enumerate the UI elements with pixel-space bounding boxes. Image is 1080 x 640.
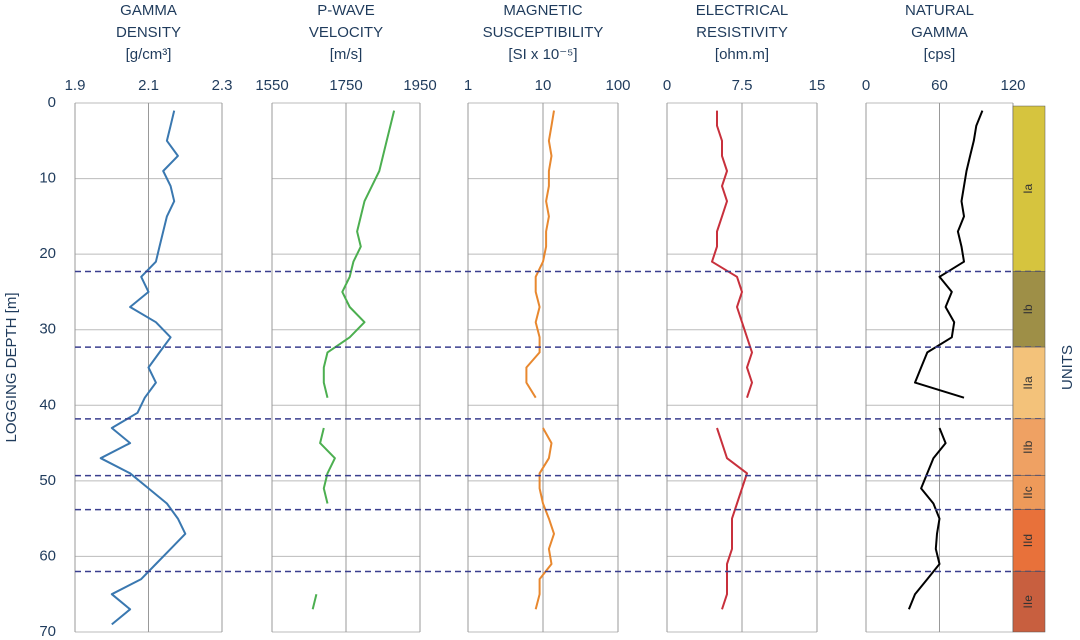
x-tick-label: 1550 xyxy=(255,77,288,94)
panel-title: SUSCEPTIBILITY xyxy=(483,24,604,41)
units-label: UNITS xyxy=(1059,345,1076,390)
zone-label: IIc xyxy=(1021,486,1035,499)
x-tick-label: 1.9 xyxy=(65,77,86,94)
zone-label: IIe xyxy=(1021,595,1035,609)
x-tick-label: 10 xyxy=(535,77,552,94)
unit-zone xyxy=(1012,271,1046,348)
panel-title: NATURAL xyxy=(905,2,974,19)
x-tick-label: 7.5 xyxy=(732,77,753,94)
panel-title: ELECTRICAL xyxy=(696,2,789,19)
x-tick-label: 0 xyxy=(862,77,870,94)
zone-label: IId xyxy=(1021,534,1035,547)
unit-zone xyxy=(1012,105,1046,272)
panel-unit: [m/s] xyxy=(330,46,363,63)
y-tick-label: 0 xyxy=(48,94,56,111)
unit-zone xyxy=(1012,571,1046,633)
log-curve xyxy=(907,110,984,610)
panel-title: RESISTIVITY xyxy=(696,24,788,41)
x-tick-label: 60 xyxy=(931,77,948,94)
zone-label: IIa xyxy=(1021,376,1035,390)
y-tick-label: 10 xyxy=(39,170,56,187)
log-curve xyxy=(311,110,396,610)
y-tick-label: 20 xyxy=(39,245,56,262)
unit-zone xyxy=(1012,509,1046,572)
zone-label: Ib xyxy=(1021,304,1035,314)
panel-unit: [SI x 10⁻⁵] xyxy=(508,46,577,63)
log-curve xyxy=(711,110,753,610)
y-tick-label: 60 xyxy=(39,547,56,564)
x-tick-label: 120 xyxy=(1000,77,1025,94)
panel-unit: [cps] xyxy=(924,46,956,63)
panel-title: GAMMA xyxy=(911,24,968,41)
y-tick-label: 40 xyxy=(39,396,56,413)
panel-unit: [ohm.m] xyxy=(715,46,769,63)
panel-title: P-WAVE xyxy=(317,2,375,19)
y-axis-label: LOGGING DEPTH [m] xyxy=(3,292,20,442)
panel-unit: [g/cm³] xyxy=(126,46,172,63)
x-tick-label: 100 xyxy=(605,77,630,94)
log-curve xyxy=(99,110,187,626)
x-tick-label: 1 xyxy=(464,77,472,94)
x-tick-label: 1750 xyxy=(329,77,362,94)
zone-label: IIb xyxy=(1021,440,1035,454)
panel-title: GAMMA xyxy=(120,2,177,19)
y-tick-label: 70 xyxy=(39,623,56,640)
x-tick-label: 2.3 xyxy=(212,77,233,94)
unit-zone xyxy=(1012,475,1046,510)
panel-title: MAGNETIC xyxy=(503,2,582,19)
y-tick-label: 50 xyxy=(39,472,56,489)
zone-label: Ia xyxy=(1021,183,1035,193)
y-tick-label: 30 xyxy=(39,321,56,338)
log-curve xyxy=(525,110,555,610)
panel-title: DENSITY xyxy=(116,24,181,41)
unit-zone xyxy=(1012,418,1046,476)
panel-title: VELOCITY xyxy=(309,24,383,41)
x-tick-label: 1950 xyxy=(403,77,436,94)
x-tick-label: 15 xyxy=(809,77,826,94)
x-tick-label: 2.1 xyxy=(138,77,159,94)
x-tick-label: 0 xyxy=(663,77,671,94)
unit-zone xyxy=(1012,346,1046,420)
